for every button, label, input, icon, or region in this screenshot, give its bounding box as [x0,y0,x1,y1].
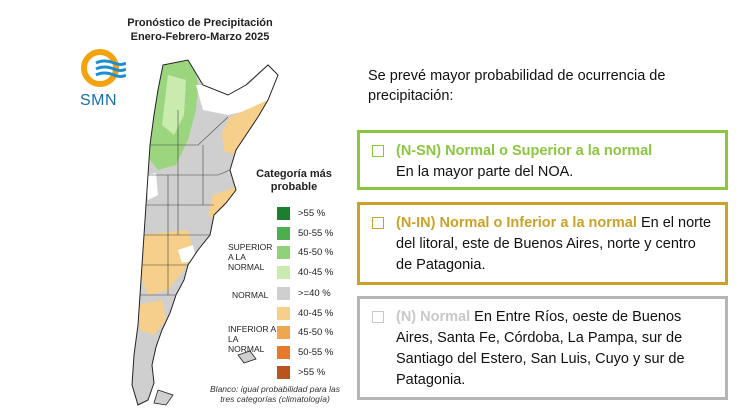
legend-swatch-3 [277,246,290,259]
legend-title: Categoría más probable [256,168,332,193]
category-heading-nsn: (N-SN) Normal o Superior a la normal [396,143,653,159]
map-title: Pronóstico de Precipitación Enero-Febrer… [110,16,290,44]
checkbox-icon [372,311,384,323]
legend-range-9: >55 % [298,367,326,378]
legend-range-4: 40-45 % [298,267,334,278]
smn-logo-text: SMN [80,92,118,109]
region-blank-west [146,173,158,200]
legend-swatch-6 [277,307,290,320]
region-litoral-inferior [222,100,268,155]
legend-group-superior: SUPERIOR A LA NORMAL [228,242,273,272]
malvinas-islands [237,350,257,364]
category-text-n: En Entre Ríos, oeste de Buenos Aires, Sa… [396,309,685,388]
category-heading-nin: (N-IN) Normal o Inferior a la normal [396,215,637,231]
legend-range-6: 40-45 % [298,308,334,319]
category-box-normal-inferior: (N-IN) Normal o Inferior a la normal En … [357,202,728,285]
category-box-normal-superior: (N-SN) Normal o Superior a la normal En … [357,130,728,190]
legend-range-5: >=40 % [298,288,331,299]
legend-swatch-2 [277,227,290,240]
legend-group-inferior: INFERIOR A LA NORMAL [228,324,276,354]
region-blank-centre [178,245,196,263]
legend-range-7: 45-50 % [298,327,334,338]
legend-swatch-9 [277,366,290,379]
legend-swatch-7 [277,326,290,339]
legend-range-2: 50-55 % [298,228,334,239]
legend-note: Blanco: igual probabilidad para las tres… [210,384,340,404]
legend-range-1: >55 % [298,208,326,219]
category-text-nin: En el norte del litoral, este de Buenos … [396,215,712,273]
map-title-line2: Enero-Febrero-Marzo 2025 [130,31,270,43]
tierra-del-fuego [153,389,174,406]
argentina-map [131,59,279,406]
category-box-normal: (N) Normal En Entre Ríos, oeste de Bueno… [357,296,728,400]
smn-logo-icon [81,49,126,87]
legend-swatch-4 [277,266,290,279]
checkbox-icon [372,217,384,229]
region-noa-superior-light [162,75,186,135]
legend-swatch-8 [277,346,290,359]
intro-text: Se prevé mayor probabilidad de ocurrenci… [368,68,666,104]
legend-range-3: 45-50 % [298,247,334,258]
legend-swatch-5 [277,287,290,300]
region-patagonia-centre [140,230,194,295]
legend-range-8: 50-55 % [298,347,334,358]
map-title-line1: Pronóstico de Precipitación [127,17,273,29]
category-text-nsn: En la mayor parte del NOA. [396,164,574,180]
legend-group-normal: NORMAL [232,290,269,300]
region-buenos-aires-east [208,187,236,220]
province-borders [140,110,231,296]
region-patagonia-south-inferior [138,300,166,335]
checkbox-icon [372,145,384,157]
category-heading-n: (N) Normal [396,309,471,325]
legend-swatch-1 [277,207,290,220]
